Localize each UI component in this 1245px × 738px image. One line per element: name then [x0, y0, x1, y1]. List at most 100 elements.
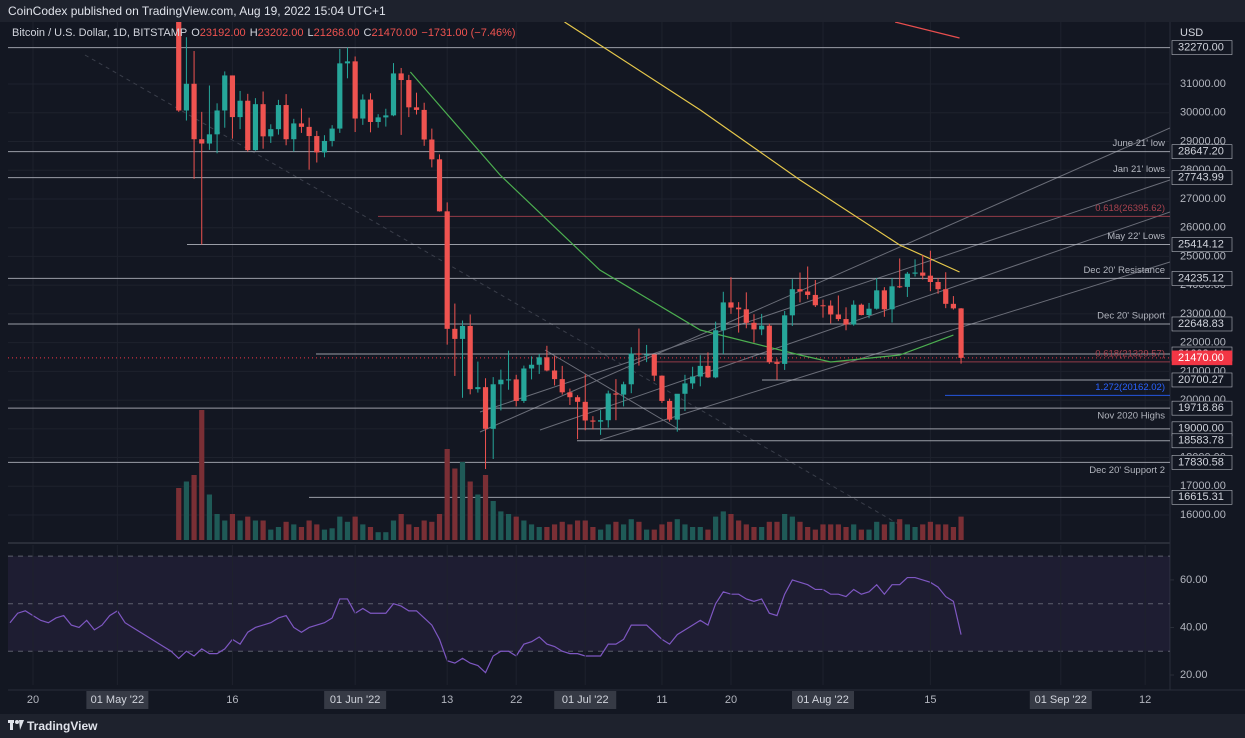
logo [8, 720, 24, 730]
x-tick-box [324, 691, 387, 709]
volume-bar [199, 410, 205, 540]
volume-bar [620, 524, 627, 540]
volume-bar [421, 520, 427, 540]
x-tick-label: 11 [656, 694, 667, 706]
volume-bar [651, 529, 657, 540]
candle-body [651, 354, 657, 376]
candle-body [874, 290, 880, 309]
ohlc-value: 21268.00 [313, 27, 360, 39]
currency-label: USD [1180, 27, 1203, 39]
volume-bar [674, 519, 680, 540]
candle-body [636, 353, 642, 355]
candle-body [682, 383, 688, 394]
volume-bar [797, 521, 803, 540]
volume-bar [245, 516, 251, 540]
candle-body [881, 290, 887, 310]
candle-body [958, 308, 964, 358]
volume-bar [820, 524, 826, 540]
candle-body [191, 83, 197, 140]
volume-bar [835, 524, 841, 540]
volume-bar [682, 524, 688, 540]
moving-average [409, 71, 954, 363]
candle-body [206, 134, 213, 144]
candle-body [367, 99, 374, 122]
ohlc-key: H [249, 27, 258, 39]
candle-body [298, 123, 305, 127]
trend-line [599, 261, 1170, 441]
candle-body [597, 420, 604, 422]
rsi-tick-label: 40.00 [1180, 621, 1208, 633]
price-badge [1171, 316, 1233, 332]
candle-body [321, 140, 328, 153]
volume-bar [237, 520, 243, 540]
volume-bar [544, 527, 550, 540]
candle-body [314, 136, 320, 153]
volume-bar [766, 521, 772, 540]
price-badge [1171, 490, 1233, 505]
volume-bar [644, 529, 650, 540]
candle-body [904, 273, 910, 287]
y-tick-label: 16000.00 [1180, 509, 1226, 521]
candle-body [590, 420, 596, 422]
volume-bar [881, 524, 887, 540]
volume-bar [851, 524, 857, 540]
y-tick-label: 26000.00 [1180, 222, 1226, 234]
footer: TradingView [0, 714, 1245, 738]
level-note: Jan 21' lows [1113, 164, 1165, 175]
volume-bar [306, 520, 312, 540]
candle-body [851, 304, 857, 325]
candle-body [337, 63, 343, 129]
volume-bar [774, 521, 780, 540]
volume-bar [874, 521, 880, 540]
price-badge [1171, 372, 1233, 388]
volume-bar [789, 516, 795, 540]
candle-body [766, 325, 772, 363]
candle-body [475, 387, 481, 390]
ohlc-key: O [191, 27, 200, 39]
candle-body [667, 400, 673, 420]
volume-bar [521, 520, 527, 540]
candle-body [674, 393, 680, 420]
volume-bar [920, 524, 926, 540]
price-badge [1171, 271, 1233, 286]
volume-bar [736, 520, 742, 540]
volume-bar [459, 462, 466, 540]
price-badge-label: 32270.00 [1178, 41, 1224, 53]
volume-bar [314, 524, 320, 540]
ohlc-key: L [307, 27, 314, 39]
level-note: May 22' Lows [1107, 231, 1165, 242]
volume-bar [329, 528, 335, 540]
candle-body [375, 117, 381, 122]
candle-body [574, 397, 581, 402]
volume-bar [743, 524, 749, 540]
volume-bar [268, 529, 274, 540]
candle-body [774, 362, 780, 364]
volume-bar [958, 516, 964, 540]
volume-bar [191, 475, 197, 540]
volume-bar [467, 481, 473, 540]
volume-bar [344, 521, 351, 540]
volume-bar [889, 521, 895, 540]
candle-body [935, 282, 941, 290]
candle-body [690, 376, 696, 384]
volume-bar [513, 516, 519, 540]
candle-body [551, 370, 558, 380]
candle-body [713, 330, 719, 378]
candle-body [245, 100, 251, 151]
volume-bar [283, 521, 289, 540]
volume-bar [782, 514, 788, 540]
volume-bar [398, 514, 404, 540]
volume-bar [866, 529, 872, 540]
x-tick-label: 16 [226, 694, 238, 706]
candle-body [759, 325, 765, 330]
volume-bar [858, 529, 864, 540]
volume-bar [291, 524, 297, 540]
volume-bar [375, 532, 381, 540]
publish-header: CoinCodex published on TradingView.com, … [0, 0, 1245, 22]
volume-bar [943, 524, 949, 540]
volume-bar [482, 475, 489, 540]
price-badge [1171, 237, 1233, 252]
y-tick-label: 22000.00 [1180, 337, 1226, 349]
volume-bar [636, 521, 642, 540]
candle-body [705, 365, 711, 378]
